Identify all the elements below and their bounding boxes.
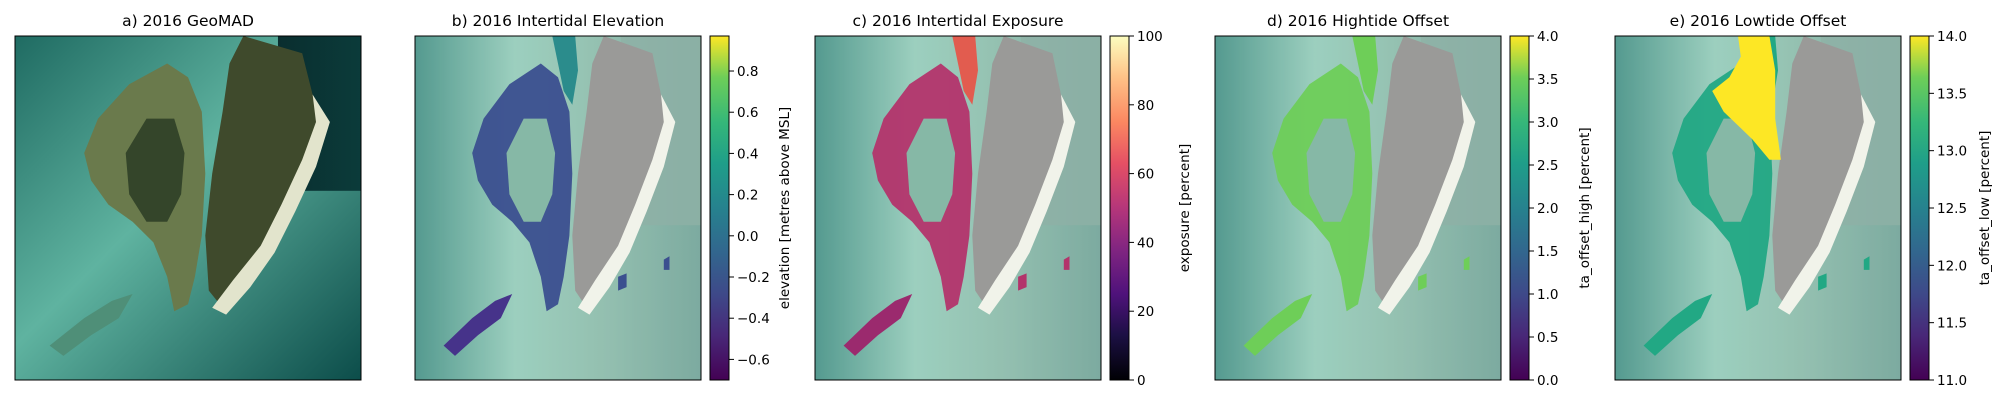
colorbar-tick-label: 12.5 (1937, 201, 1967, 217)
intertidal-channel (552, 36, 578, 105)
axes-frame (814, 35, 1102, 381)
intertidal-patch (1463, 256, 1470, 270)
intertidal-channel (952, 36, 978, 105)
colorbar-tick-label: 0.4 (737, 146, 758, 162)
intertidal-patch (1818, 273, 1827, 291)
axes-frame (1614, 35, 1902, 381)
colorbar (1110, 36, 1129, 380)
geomad-island (205, 36, 327, 308)
intertidal-spit (443, 294, 513, 356)
colorbar-tick-label: 40 (1137, 235, 1154, 251)
basemap-island (1772, 36, 1873, 308)
colorbar-tick-label: −0.4 (737, 311, 770, 327)
intertidal-patch (1863, 256, 1870, 270)
colorbar-label: elevation [metres above MSL] (777, 107, 793, 309)
panel-c: c) 2016 Intertidal Exposure 0 20 40 60 80 100 e… (814, 12, 1193, 389)
colorbar-frame (709, 35, 730, 381)
colorbar-tick-label: 3.5 (1537, 72, 1558, 88)
intertidal-inner-hole (906, 118, 956, 222)
colorbar-tick-label: 1.0 (1537, 287, 1558, 303)
colorbar-label: ta_offset_high [percent] (1577, 127, 1593, 288)
intertidal-patch (663, 256, 670, 270)
panel-title: c) 2016 Intertidal Exposure (853, 12, 1064, 30)
colorbar-tick-label: 0.0 (1537, 373, 1558, 389)
intertidal-spit (1243, 294, 1313, 356)
axes-frame (14, 35, 362, 381)
geomad-beach (212, 94, 330, 315)
intertidal-spit (843, 294, 913, 356)
panel-title: d) 2016 Hightide Offset (1267, 12, 1449, 30)
axes-frame (1214, 35, 1502, 381)
colorbar-tick-label: 3.0 (1537, 115, 1558, 131)
panel-d: d) 2016 Hightide Offset 0.0 0.5 1.0 1.5 2.0 2.… (1214, 12, 1593, 389)
geomad-inner-bank (125, 118, 185, 222)
intertidal-inner-hole (506, 118, 556, 222)
colorbar-tick-label: 4.0 (1537, 29, 1558, 45)
intertidal-spit (1643, 294, 1713, 356)
colorbar-tick-label: 0.0 (737, 229, 758, 245)
intertidal-inner-hole (1306, 118, 1356, 222)
colorbar-tick-label: 0.8 (737, 64, 758, 80)
basemap-beach (1378, 94, 1476, 315)
colorbar-tick-label: 13.0 (1937, 144, 1967, 160)
colorbar-tick-label: 0.5 (1537, 330, 1558, 346)
panel-b: b) 2016 Intertidal Elevation −0.6 −0.4 −0.2… (414, 12, 793, 381)
colorbar-tick-label: 2.0 (1537, 201, 1558, 217)
colorbar-label: exposure [percent] (1177, 144, 1193, 273)
basemap-beach (978, 94, 1076, 315)
colorbar-label: ta_offset_low [percent] (1977, 131, 1993, 286)
colorbar-tick-label: 20 (1137, 304, 1154, 320)
panel-e: e) 2016 Lowtide Offset 11.0 11.5 12.0 12.5 13… (1614, 12, 1993, 389)
colorbar-tick-label: 0 (1137, 373, 1146, 389)
colorbar-tick-label: −0.6 (737, 352, 770, 368)
colorbar-tick-label: 11.0 (1937, 373, 1967, 389)
intertidal-patch (1063, 256, 1070, 270)
panel-title: b) 2016 Intertidal Elevation (452, 12, 665, 30)
intertidal-patch (1018, 273, 1027, 291)
colorbar-tick-label: 13.5 (1937, 86, 1967, 102)
intertidal-inner-hole (1706, 118, 1756, 222)
colorbar-tick-label: 80 (1137, 98, 1154, 114)
colorbar-tick-label: 11.5 (1937, 316, 1967, 332)
colorbar-tick-label: −0.2 (737, 270, 770, 286)
colorbar (1510, 36, 1529, 380)
colorbar-tick-label: 14.0 (1937, 29, 1967, 45)
colorbar-tick-label: 12.0 (1937, 258, 1967, 274)
colorbar-tick-label: 100 (1137, 29, 1163, 45)
basemap-island (1372, 36, 1473, 308)
colorbar-frame (1109, 35, 1130, 381)
geomad-spit (49, 294, 133, 356)
lowtide-high-zone (1712, 36, 1781, 160)
colorbar-tick-label: 0.6 (737, 105, 758, 121)
intertidal-patch (1418, 273, 1427, 291)
panel-a: a) 2016 GeoMAD (14, 12, 362, 381)
colorbar (710, 36, 729, 380)
basemap-beach (578, 94, 676, 315)
colorbar-tick-label: 0.2 (737, 188, 758, 204)
colorbar-tick-label: 60 (1137, 167, 1154, 183)
colorbar-tick-label: 1.5 (1537, 244, 1558, 260)
intertidal-patch (618, 273, 627, 291)
axes-frame (414, 35, 702, 381)
basemap-beach (1778, 94, 1876, 315)
panel-title: a) 2016 GeoMAD (122, 12, 254, 30)
colorbar (1910, 36, 1929, 380)
basemap-island (972, 36, 1073, 308)
panel-title: e) 2016 Lowtide Offset (1670, 12, 1847, 30)
intertidal-channel (1352, 36, 1378, 105)
basemap-island (572, 36, 673, 308)
colorbar-tick-label: 2.5 (1537, 158, 1558, 174)
